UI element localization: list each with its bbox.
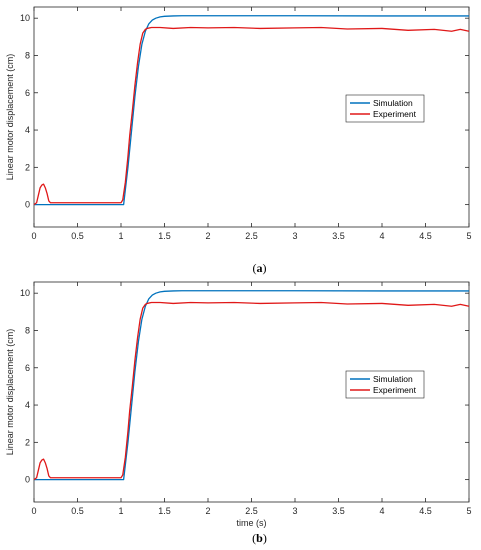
x-tick-label: 3.5 (332, 231, 345, 241)
x-tick-label: 0.5 (71, 231, 84, 241)
y-tick-label: 2 (25, 437, 30, 447)
x-tick-label: 0.5 (71, 506, 84, 516)
y-tick-label: 10 (20, 288, 30, 298)
x-tick-label: 2.5 (245, 231, 258, 241)
x-tick-label: 0 (31, 506, 36, 516)
y-tick-label: 2 (25, 162, 30, 172)
x-tick-label: 3 (292, 231, 297, 241)
x-axis-label: time (s) (237, 518, 267, 528)
series-line-experiment (33, 26, 470, 206)
y-tick-label: 0 (25, 475, 30, 485)
caption-close: ) (263, 531, 267, 545)
caption-letter: b (256, 531, 263, 545)
x-tick-label: 3.5 (332, 506, 345, 516)
x-tick-label: 0 (31, 231, 36, 241)
y-tick-label: 4 (25, 400, 30, 410)
y-tick-label: 10 (20, 13, 30, 23)
legend-label-simulation: Simulation (373, 98, 413, 108)
x-tick-label: 5 (466, 231, 471, 241)
x-tick-label: 1.5 (158, 231, 171, 241)
x-tick-label: 2 (205, 506, 210, 516)
y-tick-label: 8 (25, 50, 30, 60)
x-tick-label: 4.5 (419, 231, 432, 241)
series-line-experiment (33, 301, 470, 481)
y-tick-label: 8 (25, 325, 30, 335)
x-tick-label: 4 (379, 506, 384, 516)
y-tick-label: 0 (25, 200, 30, 210)
x-tick-label: 1.5 (158, 506, 171, 516)
y-tick-label: 6 (25, 88, 30, 98)
series-line-simulation (34, 290, 469, 481)
legend-label-experiment: Experiment (373, 109, 417, 119)
y-axis-label: Linear motor displacement (cm) (5, 54, 15, 181)
series-line-simulation (34, 15, 469, 206)
panel-caption: (b) (252, 531, 267, 545)
x-tick-label: 3 (292, 506, 297, 516)
y-axis-label: Linear motor displacement (cm) (5, 329, 15, 456)
caption-open: ( (252, 531, 256, 545)
caption-letter: a (257, 261, 263, 275)
x-tick-label: 1 (118, 231, 123, 241)
legend-box (345, 94, 425, 123)
x-tick-label: 2.5 (245, 506, 258, 516)
x-tick-label: 5 (466, 506, 471, 516)
legend-box (345, 370, 425, 399)
y-tick-label: 4 (25, 125, 30, 135)
caption-close: ) (263, 261, 267, 275)
chart-panel-b: 0 0.5 1 1.5 2 2.5 3 3.5 4 4.5 5 0 2 4 6 8 10 Linear motor… (5, 281, 472, 545)
x-tick-label: 2 (205, 231, 210, 241)
y-tick-label: 6 (25, 363, 30, 373)
panel-caption: (a) (253, 261, 267, 275)
x-tick-label: 4.5 (419, 506, 432, 516)
caption-open: ( (253, 261, 257, 275)
legend-label-experiment: Experiment (373, 385, 417, 395)
legend-label-simulation: Simulation (373, 374, 413, 384)
x-tick-label: 1 (118, 506, 123, 516)
x-tick-label: 4 (379, 231, 384, 241)
chart-panel-a: 0 0.5 1 1.5 2 2.5 3 3.5 4 4.5 5 0 2 4 6 8 10 Linear motor… (5, 6, 472, 275)
